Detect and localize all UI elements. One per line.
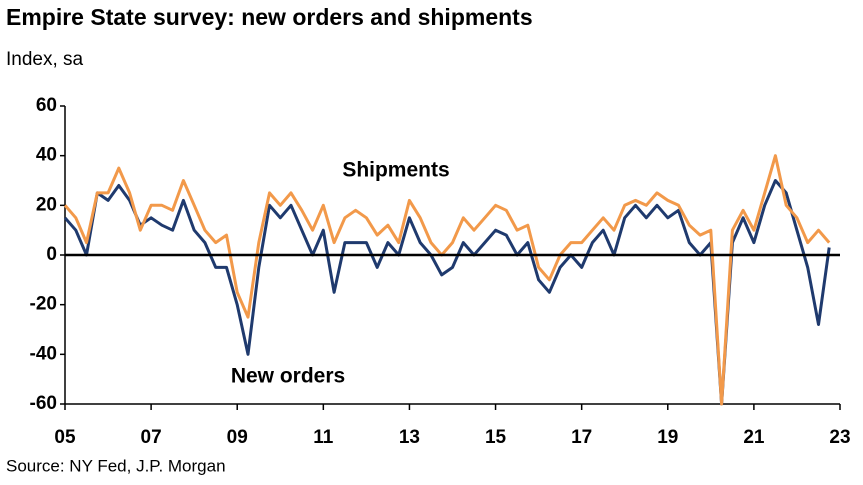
y-tick-label: -20	[30, 294, 57, 315]
x-tick-label: 05	[54, 427, 76, 448]
source: Source: NY Fed, J.P. Morgan	[6, 456, 226, 475]
x-tick-label: 23	[829, 427, 850, 448]
y-tick-label: -60	[30, 393, 57, 414]
series-line	[63, 179, 831, 406]
chart-title: Empire State survey: new orders and ship…	[6, 4, 533, 30]
y-tick-label: -40	[30, 343, 57, 364]
x-tick-label: 19	[657, 427, 678, 448]
y-tick-label: 60	[36, 95, 57, 116]
x-tick-label: 15	[485, 427, 507, 448]
x-tick-label: 13	[399, 427, 420, 448]
x-tick-label: 17	[571, 427, 592, 448]
series-line	[63, 154, 831, 406]
y-tick-label: 40	[36, 145, 57, 166]
y-tick-label: 0	[46, 244, 57, 265]
y-tick-label: 20	[36, 194, 57, 215]
x-tick-label: 11	[313, 427, 334, 448]
annotation: New orders	[231, 365, 345, 388]
x-tick-label: 09	[227, 427, 248, 448]
chart-subtitle: Index, sa	[6, 49, 84, 70]
x-tick-label: 21	[743, 427, 765, 448]
x-tick-label: 07	[141, 427, 162, 448]
annotation: Shipments	[342, 159, 449, 182]
